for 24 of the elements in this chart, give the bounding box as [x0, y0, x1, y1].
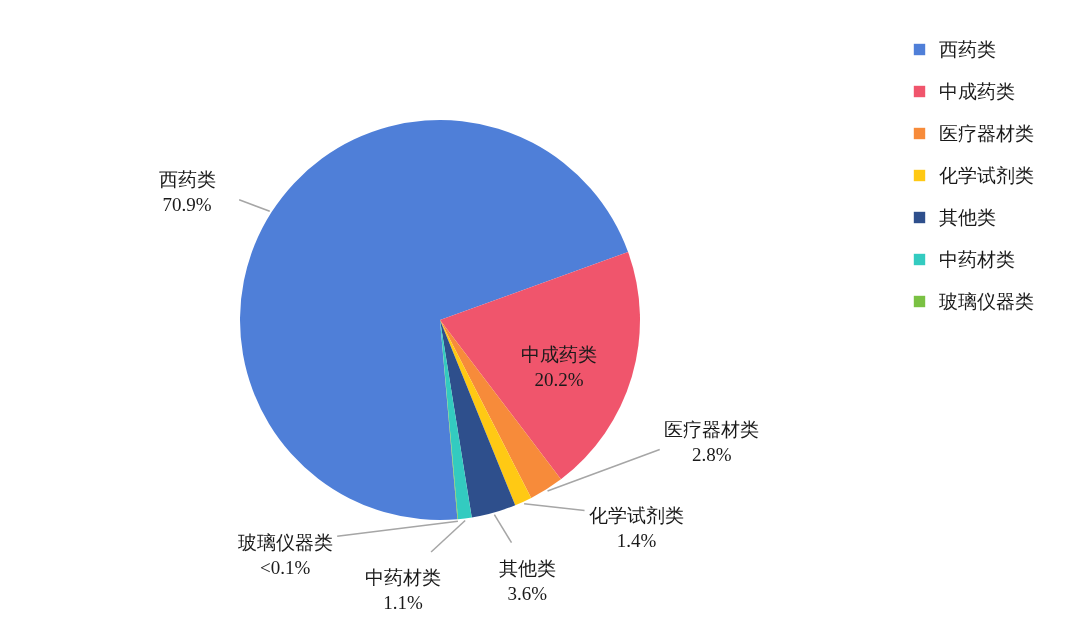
legend-label: 西药类: [939, 38, 996, 60]
data-label: 2.8%: [691, 444, 732, 466]
data-label: 1.1%: [383, 592, 424, 614]
data-label: 20.2%: [534, 369, 584, 391]
slice-label: 化学试剂类: [589, 505, 685, 527]
pie-slice: [440, 320, 516, 518]
slice-label: 玻璃仪器类: [237, 531, 333, 553]
slice-label: 医疗器材类: [664, 419, 760, 441]
legend-label: 化学试剂类: [939, 164, 1034, 186]
pie-slice: [440, 320, 472, 520]
slice-label: 其他类: [498, 557, 556, 579]
legend-label: 玻璃仪器类: [939, 290, 1034, 312]
legend-label: 医疗器材类: [939, 122, 1034, 144]
slice-label: 中药材类: [365, 567, 442, 589]
data-label: 1.4%: [616, 530, 657, 552]
legend-label: 中药材类: [939, 248, 1015, 270]
pie-slice: [440, 251, 640, 480]
data-label: <0.1%: [260, 556, 311, 578]
data-label: 70.9%: [162, 194, 212, 216]
legend-label: 中成药类: [939, 80, 1015, 102]
data-label: 3.6%: [507, 582, 548, 604]
slice-label: 西药类: [158, 169, 216, 191]
legend-label: 其他类: [939, 206, 996, 228]
slice-label: 中成药类: [520, 344, 597, 366]
